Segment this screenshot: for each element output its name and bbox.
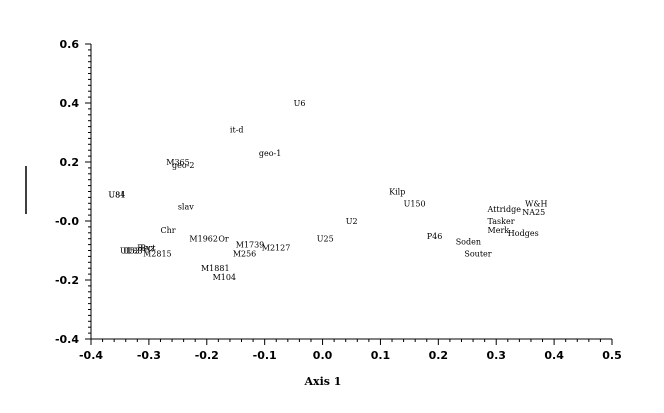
point-label: NA25 — [522, 208, 545, 217]
x-tick-label: 0.3 — [486, 349, 506, 362]
x-tick-label: -0.1 — [253, 349, 277, 362]
point-label: Chr — [160, 226, 175, 235]
point-label: slav — [178, 202, 194, 211]
point-label: M365 — [166, 158, 189, 167]
point-label: M256 — [233, 249, 256, 258]
point-label: M1739 — [236, 241, 265, 250]
x-tick-label: 0.4 — [544, 349, 564, 362]
y-tick-label: 0.6 — [60, 38, 80, 51]
point-label: Attridge — [487, 205, 522, 214]
point-label: it-d — [230, 126, 244, 135]
point-label: M2127 — [262, 244, 291, 253]
point-label: Byz — [140, 244, 155, 253]
x-tick-label: -0.2 — [195, 349, 219, 362]
y-tick-label: -0.0 — [55, 215, 79, 228]
x-tick-label: 0.2 — [429, 349, 449, 362]
point-label: Hodges — [508, 229, 539, 238]
x-tick-label: -0.3 — [137, 349, 161, 362]
point-label: Or — [218, 235, 229, 244]
point-label: Bect — [137, 244, 156, 253]
y-tick-label: -0.4 — [55, 333, 79, 346]
point-label: U53 — [123, 247, 140, 256]
x-tick-label: -0.4 — [79, 349, 103, 362]
point-label: Merk — [488, 226, 510, 235]
point-label: Souter — [464, 249, 491, 258]
x-tick-label: 0.1 — [371, 349, 391, 362]
point-label: U81 — [108, 190, 125, 199]
y-tick-label: -0.2 — [55, 274, 79, 287]
x-axis-title: Axis 1 — [304, 375, 342, 388]
point-label: M1962 — [189, 235, 218, 244]
point-label: Soden — [456, 238, 481, 247]
point-label: U2 — [346, 217, 358, 226]
point-label: geo-1 — [259, 149, 281, 158]
point-label: W&H — [525, 199, 547, 208]
x-tick-label: 0.0 — [313, 349, 333, 362]
x-ticks: -0.4 -0.3 -0.2 -0.1 0.0 0.1 0.2 0.3 0.4 0.5 — [79, 339, 622, 362]
y-tick-label: 0.2 — [60, 156, 80, 169]
point-label: geo-2 — [172, 161, 194, 170]
point-label: Kilp — [389, 188, 405, 197]
point-label: U25 — [317, 235, 334, 244]
x-tick-label: 0.5 — [602, 349, 622, 362]
point-label: U83 — [126, 247, 143, 256]
point-label: M2815 — [143, 249, 172, 258]
point-label: Tasker — [488, 217, 515, 226]
y-tick-label: 0.4 — [60, 97, 80, 110]
point-label: U150 — [404, 199, 426, 208]
y-ticks: 0.6 0.4 0.2 -0.0 -0.2 -0.4 — [55, 38, 91, 346]
point-label: P46 — [427, 232, 443, 241]
point-label: U1 — [120, 247, 132, 256]
point-label: M104 — [213, 273, 236, 282]
point-label: U84 — [108, 190, 125, 199]
point-label: U6 — [294, 99, 306, 108]
point-label: M1881 — [201, 264, 230, 273]
